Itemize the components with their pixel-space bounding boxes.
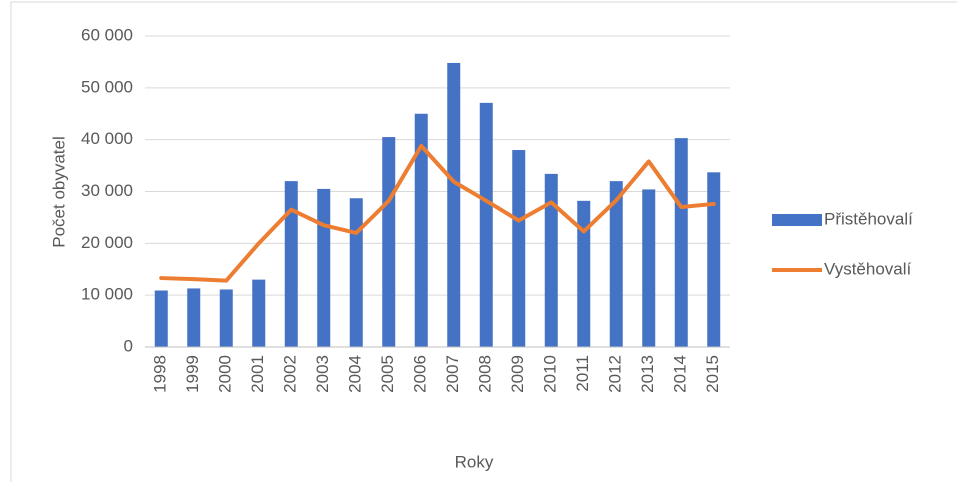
x-tick-label: 2000	[216, 355, 235, 393]
bar	[707, 172, 721, 347]
y-tick-label: 40 000	[81, 129, 133, 148]
bar	[284, 181, 298, 347]
bar	[382, 137, 396, 347]
bar	[317, 188, 331, 347]
x-tick-label: 2009	[508, 355, 527, 393]
x-tick-label: 2011	[573, 355, 592, 392]
bar	[479, 102, 493, 348]
x-tick-label: 2005	[378, 355, 397, 393]
x-axis-title: Roky	[455, 452, 494, 471]
legend-label: Přistěhovalí	[824, 209, 913, 228]
x-tick-label: 2010	[541, 355, 560, 393]
x-tick-label: 2008	[476, 355, 495, 393]
x-tick-label: 2003	[313, 355, 332, 393]
bar	[609, 181, 623, 347]
bar	[252, 279, 266, 347]
bar	[447, 62, 461, 347]
y-tick-label: 30 000	[81, 181, 133, 200]
bar	[544, 173, 558, 347]
x-tick-label: 2015	[703, 355, 722, 393]
y-tick-label: 60 000	[81, 25, 133, 44]
y-tick-label: 0	[124, 336, 133, 355]
line	[159, 143, 716, 283]
legend-swatch	[772, 214, 822, 226]
x-tick-label: 1999	[183, 355, 202, 393]
bar	[349, 198, 363, 347]
bar	[219, 289, 233, 347]
x-tick-label: 1998	[151, 355, 170, 393]
x-tick-label: 2002	[281, 355, 300, 393]
x-tick-label: 2006	[411, 355, 430, 393]
y-tick-label: 50 000	[81, 77, 133, 96]
bar	[642, 189, 656, 347]
bar	[674, 138, 688, 347]
y-axis-title: Počet obyvatel	[49, 136, 68, 248]
chart-frame	[10, 1, 957, 482]
x-tick-label: 2014	[671, 355, 690, 393]
legend-label: Vystěhovalí	[824, 259, 912, 278]
bar	[512, 150, 526, 347]
bar	[577, 200, 591, 347]
x-tick-label: 2012	[606, 355, 625, 393]
bar	[414, 113, 428, 347]
bar	[187, 288, 201, 347]
bar	[154, 290, 168, 347]
x-tick-label: 2001	[248, 355, 267, 393]
y-tick-label: 10 000	[81, 285, 133, 304]
y-tick-label: 20 000	[81, 233, 133, 252]
x-tick-label: 2007	[443, 355, 462, 393]
x-tick-label: 2013	[638, 355, 657, 393]
x-tick-label: 2004	[346, 355, 365, 393]
